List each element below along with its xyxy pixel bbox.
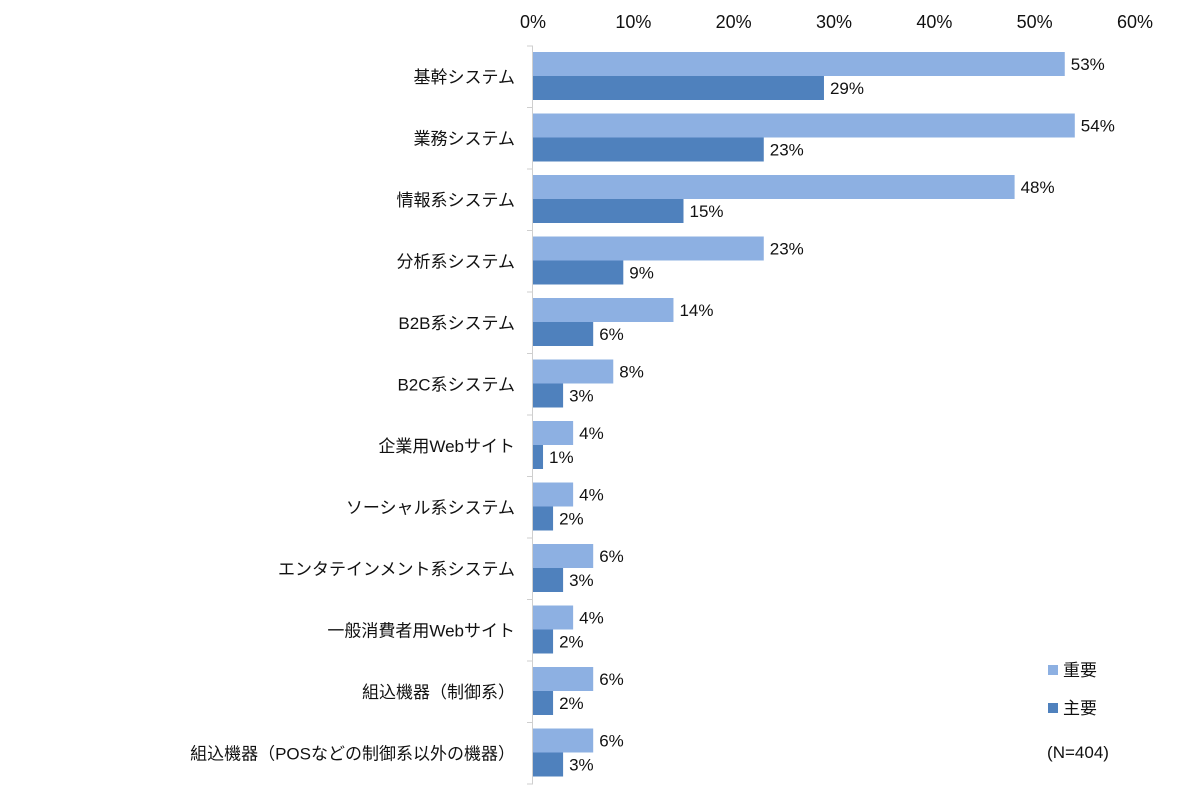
- bar-主要: [533, 568, 564, 592]
- bar-重要: [533, 728, 594, 753]
- data-label: 3%: [569, 756, 594, 775]
- x-tick-label: 20%: [716, 12, 752, 32]
- bar-主要: [533, 691, 554, 715]
- data-label: 4%: [579, 486, 604, 505]
- bar-重要: [533, 298, 674, 322]
- bar-主要: [533, 752, 564, 777]
- category-label: 一般消費者用Webサイト: [327, 621, 515, 640]
- bar-重要: [533, 236, 764, 261]
- x-tick-label: 0%: [520, 12, 546, 32]
- x-tick-label: 50%: [1017, 12, 1053, 32]
- category-label: B2B系システム: [398, 314, 515, 333]
- sample-size-note: (N=404): [1047, 743, 1109, 762]
- bar-重要: [533, 52, 1065, 76]
- category-label: B2C系システム: [397, 375, 515, 394]
- legend-label: 重要: [1063, 661, 1097, 680]
- category-label: 組込機器（POSなどの制御系以外の機器）: [190, 744, 515, 763]
- data-label: 54%: [1081, 117, 1115, 136]
- bar-主要: [533, 383, 564, 408]
- data-label: 3%: [569, 571, 594, 590]
- bar-主要: [533, 445, 544, 469]
- data-label: 2%: [559, 510, 584, 529]
- data-label: 3%: [569, 387, 594, 406]
- x-tick-label: 40%: [916, 12, 952, 32]
- bar-主要: [533, 76, 824, 100]
- bar-主要: [533, 629, 554, 654]
- data-label: 2%: [559, 633, 584, 652]
- bar-主要: [533, 199, 684, 223]
- data-label: 2%: [559, 694, 584, 713]
- data-label: 6%: [599, 732, 624, 751]
- bar-重要: [533, 113, 1075, 138]
- category-label: エンタテインメント系システム: [278, 560, 515, 579]
- data-label: 6%: [599, 547, 624, 566]
- bar-重要: [533, 605, 574, 630]
- category-label: 業務システム: [414, 129, 516, 148]
- legend-swatch: [1048, 665, 1058, 675]
- data-label: 1%: [549, 448, 574, 467]
- x-tick-label: 10%: [615, 12, 651, 32]
- data-label: 9%: [629, 264, 654, 283]
- data-label: 8%: [619, 363, 644, 382]
- data-label: 14%: [679, 301, 713, 320]
- data-label: 23%: [770, 240, 804, 259]
- bar-重要: [533, 544, 594, 568]
- data-label: 6%: [599, 325, 624, 344]
- category-label: 企業用Webサイト: [378, 437, 515, 456]
- data-label: 4%: [579, 424, 604, 443]
- data-label: 29%: [830, 79, 864, 98]
- category-label: 組込機器（制御系）: [362, 683, 515, 702]
- data-label: 23%: [770, 141, 804, 160]
- x-tick-label: 30%: [816, 12, 852, 32]
- bar-重要: [533, 421, 574, 445]
- legend-swatch: [1048, 703, 1058, 713]
- category-label: ソーシャル系システム: [346, 498, 515, 517]
- bar-重要: [533, 482, 574, 507]
- x-tick-label: 60%: [1117, 12, 1153, 32]
- data-label: 53%: [1071, 55, 1105, 74]
- bar-重要: [533, 359, 614, 384]
- category-label: 分析系システム: [397, 252, 516, 271]
- data-label: 6%: [599, 670, 624, 689]
- bar-重要: [533, 667, 594, 691]
- legend-label: 主要: [1063, 699, 1097, 718]
- bar-主要: [533, 137, 764, 162]
- data-label: 48%: [1021, 178, 1055, 197]
- data-label: 15%: [690, 202, 724, 221]
- data-label: 4%: [579, 609, 604, 628]
- category-label: 情報系システム: [397, 191, 516, 210]
- category-label: 基幹システム: [414, 67, 516, 87]
- bar-主要: [533, 322, 594, 346]
- bar-主要: [533, 260, 624, 285]
- bar-重要: [533, 175, 1015, 199]
- bar-主要: [533, 506, 554, 531]
